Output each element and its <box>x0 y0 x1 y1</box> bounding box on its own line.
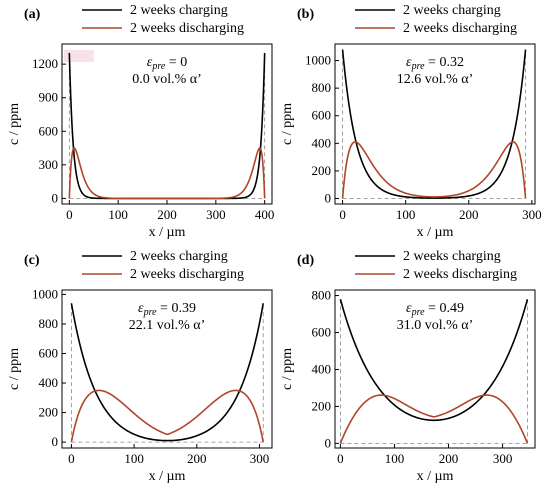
legend-label-charging: 2 weeks charging <box>130 3 228 18</box>
series-line-charging <box>339 299 529 422</box>
y-tick-label: 400 <box>39 375 59 390</box>
x-tick-label: 300 <box>522 207 542 222</box>
eps-annotation: εpre = 0.39 <box>138 301 196 318</box>
alpha-annotation: 12.6 vol.% α’ <box>397 72 474 87</box>
alpha-annotation: 0.0 vol.% α’ <box>132 72 202 87</box>
y-tick-label: 200 <box>312 398 332 413</box>
x-tick-label: 100 <box>124 451 144 466</box>
y-tick-label: 1000 <box>32 286 58 301</box>
x-axis-label: x / µm <box>417 225 454 240</box>
y-tick-label: 0 <box>325 435 332 450</box>
y-tick-label: 200 <box>312 163 332 178</box>
series-line-discharging <box>341 141 527 199</box>
y-tick-label: 600 <box>312 108 332 123</box>
x-tick-label: 200 <box>439 451 459 466</box>
panel-label: (b) <box>297 7 314 22</box>
y-tick-label: 1000 <box>305 53 331 68</box>
x-tick-label: 0 <box>337 451 344 466</box>
chart-panel: 0 100 200 300 0 200 400 600 800 1000 x / µm c / ppm… <box>7 249 273 484</box>
x-tick-label: 400 <box>255 207 275 222</box>
y-tick-label: 0 <box>325 190 332 205</box>
y-axis-label: c / ppm <box>7 348 22 390</box>
x-tick-label: 0 <box>339 207 346 222</box>
y-tick-label: 800 <box>312 80 332 95</box>
panel-label: (c) <box>24 253 40 268</box>
plot-frame <box>61 289 273 449</box>
y-tick-label: 800 <box>39 316 59 331</box>
panel-label: (a) <box>24 7 41 22</box>
chart-panel: 0 100 200 300 0 200 400 600 800 1000 x / µm c / ppm… <box>280 3 542 240</box>
y-tick-label: 400 <box>312 135 332 150</box>
y-tick-label: 400 <box>312 361 332 376</box>
legend-label-discharging: 2 weeks discharging <box>403 267 517 282</box>
eps-annotation: εpre = 0 <box>147 55 187 72</box>
y-tick-label: 600 <box>312 325 332 340</box>
y-tick-label: 0 <box>52 190 59 205</box>
y-axis-label: c / ppm <box>280 348 295 390</box>
y-tick-label: 900 <box>39 90 59 105</box>
legend-label-discharging: 2 weeks discharging <box>130 267 244 282</box>
legend-label-charging: 2 weeks charging <box>403 249 501 264</box>
x-tick-label: 200 <box>187 451 207 466</box>
x-tick-label: 0 <box>68 451 75 466</box>
series-line-discharging <box>339 394 529 444</box>
plot-frame <box>334 43 536 205</box>
series-line-discharging <box>68 147 266 200</box>
series-line-discharging <box>70 389 265 443</box>
eps-annotation: εpre = 0.32 <box>406 55 464 72</box>
panel-label: (d) <box>297 253 314 268</box>
x-axis-label: x / µm <box>149 225 186 240</box>
series-line-charging <box>70 303 265 442</box>
highlight-band <box>64 50 94 62</box>
y-tick-label: 600 <box>39 345 59 360</box>
x-tick-label: 100 <box>108 207 128 222</box>
x-axis-label: x / µm <box>149 469 186 484</box>
y-axis-label: c / ppm <box>280 103 295 145</box>
legend-label-charging: 2 weeks charging <box>403 3 501 18</box>
x-tick-label: 300 <box>206 207 226 222</box>
y-tick-label: 0 <box>52 434 59 449</box>
y-tick-label: 300 <box>39 157 59 172</box>
x-tick-label: 0 <box>66 207 73 222</box>
alpha-annotation: 31.0 vol.% α’ <box>397 318 474 333</box>
legend-label-discharging: 2 weeks discharging <box>403 21 517 36</box>
x-axis-label: x / µm <box>417 469 454 484</box>
x-tick-label: 100 <box>396 207 416 222</box>
legend-label-charging: 2 weeks charging <box>130 249 228 264</box>
x-tick-label: 200 <box>459 207 479 222</box>
y-tick-label: 200 <box>39 405 59 420</box>
x-tick-label: 200 <box>157 207 177 222</box>
chart-panel: 0 100 200 300 400 0 300 600 900 1200 x / µm c / ppm… <box>7 3 274 240</box>
eps-annotation: εpre = 0.49 <box>406 301 464 318</box>
y-tick-label: 1200 <box>32 56 58 71</box>
series-line-charging <box>341 49 527 199</box>
alpha-annotation: 22.1 vol.% α’ <box>129 318 206 333</box>
x-tick-label: 300 <box>250 451 270 466</box>
y-tick-label: 600 <box>39 123 59 138</box>
y-axis-label: c / ppm <box>7 103 22 145</box>
x-tick-label: 300 <box>493 451 513 466</box>
x-tick-label: 100 <box>385 451 405 466</box>
chart-panel: 0 100 200 300 0 200 400 600 800 x / µm c / ppm (d) 2… <box>280 249 536 484</box>
y-tick-label: 800 <box>312 288 332 303</box>
legend-label-discharging: 2 weeks discharging <box>130 21 244 36</box>
